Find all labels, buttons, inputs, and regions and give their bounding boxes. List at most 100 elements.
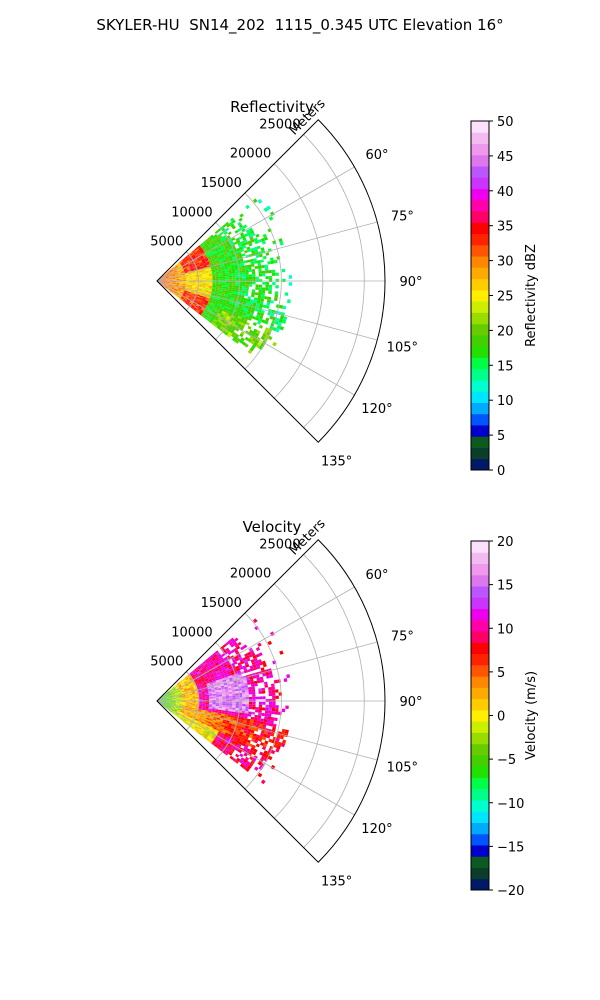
data-cell <box>255 674 260 679</box>
data-cell <box>238 217 243 222</box>
data-cell <box>220 326 225 330</box>
data-cell <box>217 653 222 658</box>
data-cell <box>175 293 179 297</box>
data-cell <box>199 663 204 667</box>
data-cell <box>255 707 259 710</box>
data-cell <box>177 271 182 274</box>
data-cell <box>239 666 244 670</box>
data-cell <box>212 287 216 290</box>
data-cell <box>240 297 245 301</box>
data-cell <box>228 255 233 259</box>
data-cell <box>199 675 204 678</box>
data-cell <box>257 297 261 302</box>
data-cell <box>232 746 237 750</box>
data-cell <box>197 251 202 255</box>
data-cell <box>205 681 210 684</box>
data-cell <box>179 699 183 700</box>
data-cell <box>206 716 211 719</box>
data-cell <box>215 670 220 674</box>
data-cell <box>221 267 225 270</box>
data-cell <box>245 288 249 292</box>
data-cell <box>225 676 229 680</box>
colorbar-segment <box>471 256 489 268</box>
data-cell <box>219 276 223 279</box>
data-cell <box>166 701 170 703</box>
data-cell <box>214 737 219 741</box>
data-cell <box>193 727 198 731</box>
data-cell <box>231 709 236 712</box>
data-cell <box>159 280 163 281</box>
data-cell <box>161 284 165 287</box>
colorbar-segment <box>471 402 489 415</box>
data-cell <box>159 281 163 284</box>
data-cell <box>209 701 213 703</box>
data-cell <box>212 679 216 682</box>
data-cell <box>258 287 263 291</box>
data-cell <box>266 302 271 306</box>
data-cell <box>252 694 256 697</box>
data-cell <box>212 734 217 738</box>
data-cell <box>185 277 190 279</box>
data-cell <box>222 669 227 673</box>
data-cell <box>184 270 188 273</box>
data-cell <box>227 726 231 730</box>
data-cell <box>249 312 254 316</box>
data-cell <box>228 289 232 292</box>
data-cell <box>179 281 183 283</box>
data-cell <box>172 711 176 714</box>
data-cell <box>190 291 195 294</box>
data-cell <box>201 268 205 271</box>
data-cell <box>246 677 250 681</box>
data-cell <box>173 690 177 693</box>
data-cell <box>219 741 224 745</box>
data-cell <box>221 722 226 726</box>
data-cell <box>205 240 210 244</box>
data-cell <box>219 657 224 661</box>
data-cell <box>186 265 190 269</box>
data-cell <box>201 289 205 292</box>
data-cell <box>275 737 280 742</box>
data-cell <box>278 318 284 323</box>
data-cell <box>209 704 213 706</box>
data-cell <box>170 690 174 693</box>
data-cell <box>174 693 179 695</box>
data-cell <box>179 260 183 264</box>
data-cell <box>175 273 179 276</box>
data-cell <box>214 650 219 654</box>
data-cell <box>215 662 219 666</box>
data-cell <box>182 678 186 682</box>
data-cell <box>183 688 188 691</box>
data-cell <box>235 705 239 709</box>
data-cell <box>205 693 209 695</box>
azimuth-gridline <box>156 586 355 702</box>
data-cell <box>164 273 168 276</box>
data-cell <box>185 715 189 719</box>
data-cell <box>254 240 259 245</box>
data-cell <box>182 685 186 689</box>
data-cell <box>181 693 186 696</box>
data-cell <box>236 737 241 742</box>
data-cell <box>202 276 206 278</box>
data-cell <box>264 730 269 735</box>
data-cell <box>263 750 268 755</box>
data-cell <box>199 695 203 697</box>
data-cell <box>274 711 279 715</box>
data-cell <box>275 689 279 693</box>
data-cell <box>246 720 251 725</box>
data-cell <box>205 733 209 737</box>
data-cell <box>172 702 176 704</box>
data-cell <box>218 317 222 321</box>
data-cell <box>199 295 204 298</box>
data-cell <box>212 281 216 284</box>
data-cell <box>218 274 223 277</box>
data-cell <box>204 243 208 247</box>
data-cell <box>215 696 220 699</box>
data-cell <box>232 275 236 278</box>
data-cell <box>235 277 240 280</box>
data-cell <box>212 707 216 710</box>
data-cell <box>167 271 171 274</box>
data-cell <box>215 742 219 746</box>
data-cell <box>225 696 230 698</box>
data-cell <box>165 285 169 287</box>
data-cell <box>219 698 223 700</box>
